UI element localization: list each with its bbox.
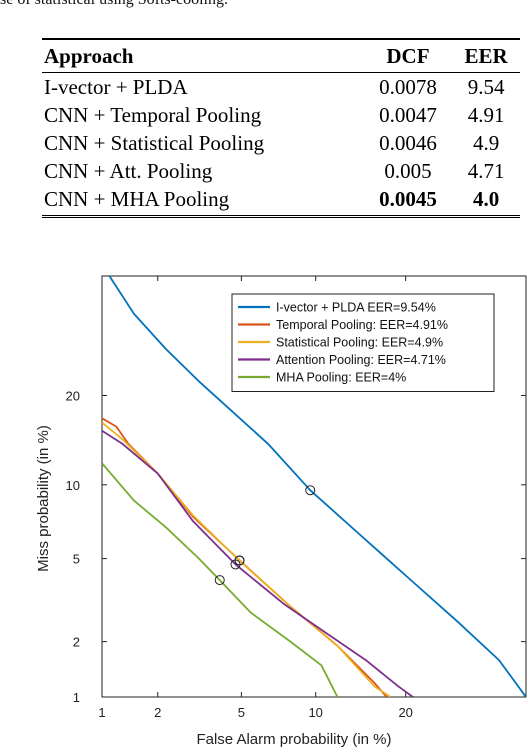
y-tick-label: 20 <box>66 388 80 403</box>
legend-label-0: I-vector + PLDA EER=9.54% <box>276 301 436 315</box>
legend-label-4: MHA Pooling: EER=4% <box>276 371 406 385</box>
results-table: Approach DCF EER I-vector + PLDA 0.0078 9.… <box>42 38 520 218</box>
cell-eer: 4.0 <box>452 185 520 218</box>
cell-eer: 4.9 <box>473 131 500 155</box>
header-approach: Approach <box>44 44 134 68</box>
curves-group <box>102 276 526 697</box>
y-tick-label: 5 <box>73 552 80 567</box>
legend-label-1: Temporal Pooling: EER=4.91% <box>276 318 448 332</box>
legend-label-2: Statistical Pooling: EER=4.9% <box>276 336 443 350</box>
det-curve-series-0 <box>108 276 526 697</box>
legend-box <box>231 293 495 392</box>
table-row: I-vector + PLDA 0.0078 9.54 <box>42 73 520 102</box>
cell-eer: 9.54 <box>467 75 505 99</box>
y-tick-label: 1 <box>73 690 80 705</box>
eer-marker-4 <box>214 575 225 586</box>
y-tick-label: 2 <box>73 635 80 650</box>
plot-frame <box>101 275 527 698</box>
eer-marker-0 <box>305 485 316 496</box>
table-row: CNN + MHA Pooling 0.0045 4.0 <box>42 185 520 218</box>
table-body: I-vector + PLDA 0.0078 9.54 CNN + Temporal … <box>42 73 520 218</box>
table-row: CNN + Temporal Pooling 0.0047 4.91 <box>42 101 520 129</box>
cell-approach: CNN + Statistical Pooling <box>44 131 265 155</box>
caption-fragment: se of statistical using Softs-cooling. <box>0 0 228 9</box>
cell-dcf: 0.0047 <box>379 103 437 127</box>
x-axis-title: False Alarm probability (in %) <box>196 731 391 748</box>
det-curve-series-3 <box>102 429 414 697</box>
x-tick-label: 5 <box>238 705 245 720</box>
x-tick-label: 10 <box>308 705 322 720</box>
legend-label-3: Attention Pooling: EER=4.71% <box>276 353 446 367</box>
cell-dcf: 0.0045 <box>363 185 453 218</box>
table-row: CNN + Att. Pooling 0.005 4.71 <box>42 157 520 185</box>
cell-approach: CNN + MHA Pooling <box>42 185 364 218</box>
y-axis-title: Miss probability (in %) <box>35 425 52 572</box>
cell-approach: CNN + Att. Pooling <box>44 159 213 183</box>
cell-approach: CNN + Temporal Pooling <box>44 103 262 127</box>
det-curve-figure: 1 2 5 10 20 1 2 5 10 20 False Alarm probability (i… <box>0 260 528 748</box>
table-row: CNN + Statistical Pooling 0.0046 4.9 <box>42 129 520 157</box>
table-header-row: Approach DCF EER <box>42 39 520 73</box>
x-tick-label: 20 <box>398 705 412 720</box>
det-curve-chart: 1 2 5 10 20 1 2 5 10 20 False Alarm probability (i… <box>35 275 527 748</box>
eer-marker-2 <box>234 555 245 566</box>
x-tick-label: 1 <box>98 705 105 720</box>
header-dcf: DCF <box>386 44 430 68</box>
x-tick-label: 2 <box>154 705 161 720</box>
cell-eer: 4.91 <box>467 103 505 127</box>
header-eer: EER <box>464 44 508 68</box>
cell-dcf: 0.0078 <box>379 75 437 99</box>
det-curve-series-2 <box>102 421 392 697</box>
eer-marker-3 <box>230 559 241 570</box>
cell-dcf: 0.0046 <box>379 131 437 155</box>
y-tick-label: 10 <box>66 478 80 493</box>
cell-eer: 4.71 <box>467 159 505 183</box>
det-curve-series-4 <box>102 462 339 697</box>
cell-approach: I-vector + PLDA <box>44 75 188 99</box>
cell-dcf: 0.005 <box>384 159 432 183</box>
